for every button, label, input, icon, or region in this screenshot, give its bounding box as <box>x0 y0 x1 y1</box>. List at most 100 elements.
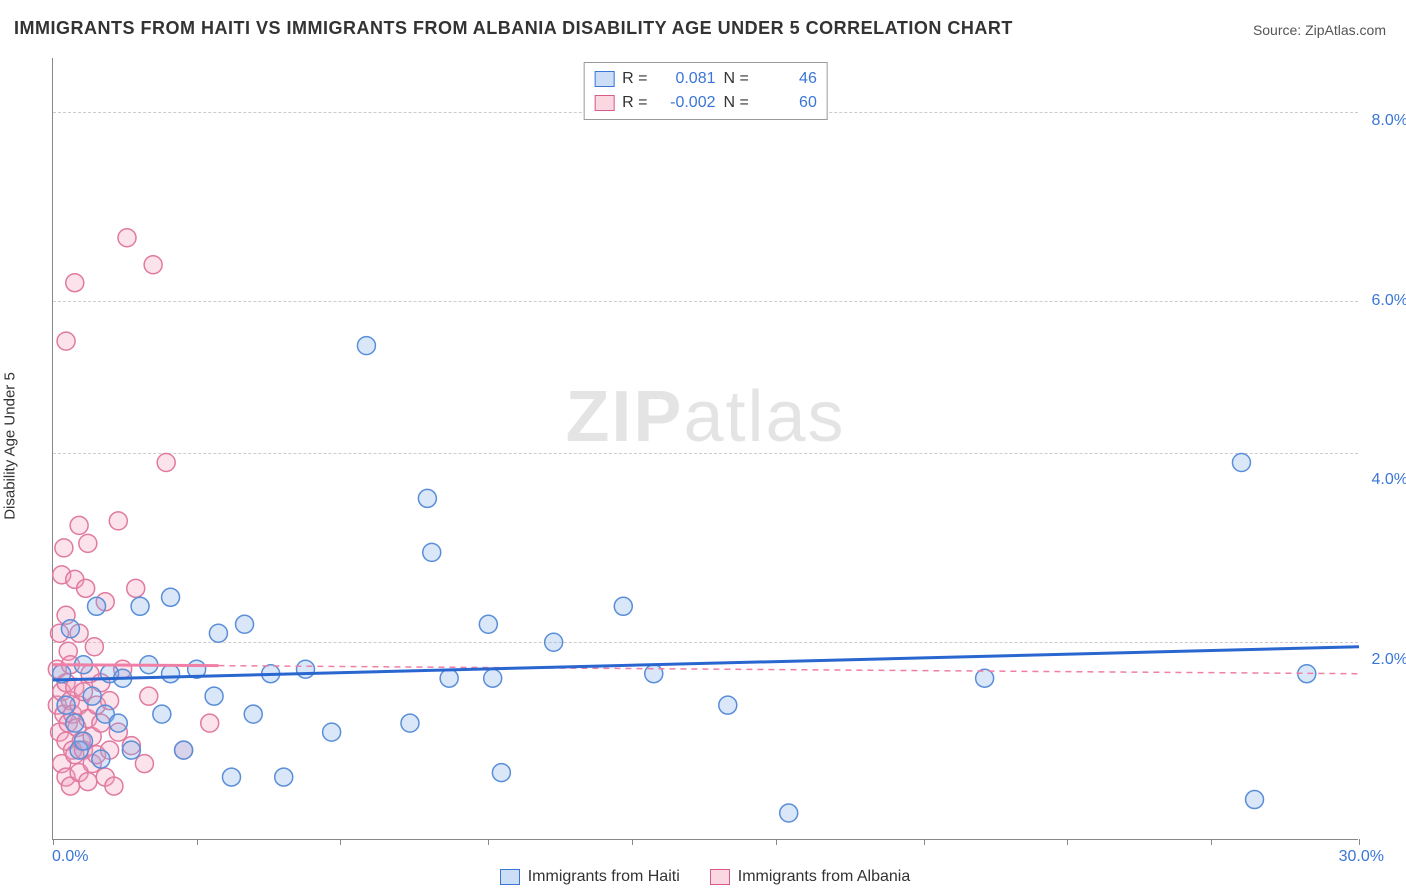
x-tick-mark <box>53 839 54 845</box>
source-value: ZipAtlas.com <box>1305 22 1386 38</box>
data-point <box>127 579 145 597</box>
legend-series: Immigrants from Haiti Immigrants from Al… <box>52 868 1358 886</box>
data-point <box>79 534 97 552</box>
data-point <box>205 687 223 705</box>
data-point <box>296 660 314 678</box>
data-point <box>118 229 136 247</box>
data-point <box>484 669 502 687</box>
data-point <box>83 687 101 705</box>
data-point <box>144 256 162 274</box>
chart-svg <box>53 58 1358 839</box>
data-point <box>66 274 84 292</box>
data-point <box>418 489 436 507</box>
data-point <box>79 773 97 791</box>
r-value-haiti: 0.081 <box>656 67 716 91</box>
data-point <box>236 615 254 633</box>
data-point <box>614 597 632 615</box>
data-point <box>780 804 798 822</box>
data-point <box>209 624 227 642</box>
x-axis-max: 30.0% <box>1339 848 1384 866</box>
data-point <box>57 332 75 350</box>
data-point <box>135 755 153 773</box>
data-point <box>645 665 663 683</box>
data-point <box>162 588 180 606</box>
data-point <box>479 615 497 633</box>
trend-line <box>53 665 218 666</box>
x-tick-mark <box>197 839 198 845</box>
data-point <box>423 543 441 561</box>
x-tick-mark <box>488 839 489 845</box>
data-point <box>140 687 158 705</box>
trend-line <box>53 647 1359 680</box>
data-point <box>222 768 240 786</box>
data-point <box>492 764 510 782</box>
data-point <box>201 714 219 732</box>
data-point <box>157 453 175 471</box>
legend-correlation: R = 0.081 N = 46 R = -0.002 N = 60 <box>583 62 828 120</box>
legend-label-albania: Immigrants from Albania <box>738 868 911 886</box>
data-point <box>244 705 262 723</box>
r-label: R = <box>622 91 647 115</box>
x-tick-mark <box>776 839 777 845</box>
data-point <box>74 732 92 750</box>
swatch-blue-icon <box>500 869 520 885</box>
data-point <box>92 750 110 768</box>
x-axis-min: 0.0% <box>52 848 88 866</box>
x-tick-mark <box>1359 839 1360 845</box>
legend-label-haiti: Immigrants from Haiti <box>528 868 680 886</box>
n-label: N = <box>724 91 749 115</box>
data-point <box>77 579 95 597</box>
data-point <box>109 512 127 530</box>
data-point <box>105 777 123 795</box>
data-point <box>57 696 75 714</box>
y-tick-label: 4.0% <box>1362 471 1406 489</box>
legend-item-albania: Immigrants from Albania <box>710 868 911 886</box>
r-value-albania: -0.002 <box>656 91 716 115</box>
x-tick-mark <box>632 839 633 845</box>
y-tick-label: 2.0% <box>1362 651 1406 669</box>
plot-area: ZIPatlas R = 0.081 N = 46 R = -0.002 N =… <box>52 58 1358 840</box>
data-point <box>323 723 341 741</box>
data-point <box>275 768 293 786</box>
data-point <box>440 669 458 687</box>
data-point <box>109 714 127 732</box>
data-point <box>401 714 419 732</box>
y-tick-label: 6.0% <box>1362 292 1406 310</box>
n-label: N = <box>724 67 749 91</box>
legend-item-haiti: Immigrants from Haiti <box>500 868 680 886</box>
source-label: Source: <box>1253 22 1305 38</box>
data-point <box>162 665 180 683</box>
legend-row-haiti: R = 0.081 N = 46 <box>594 67 817 91</box>
data-point <box>719 696 737 714</box>
data-point <box>153 705 171 723</box>
data-point <box>70 516 88 534</box>
data-point <box>55 539 73 557</box>
chart-title: IMMIGRANTS FROM HAITI VS IMMIGRANTS FROM… <box>14 18 1013 39</box>
x-tick-mark <box>340 839 341 845</box>
y-axis-label: Disability Age Under 5 <box>2 372 19 520</box>
n-value-haiti: 46 <box>757 67 817 91</box>
y-tick-label: 8.0% <box>1362 112 1406 130</box>
data-point <box>61 620 79 638</box>
swatch-pink-icon <box>710 869 730 885</box>
data-point <box>1232 453 1250 471</box>
data-point <box>85 638 103 656</box>
r-label: R = <box>622 67 647 91</box>
data-point <box>976 669 994 687</box>
swatch-pink-icon <box>594 95 614 111</box>
legend-row-albania: R = -0.002 N = 60 <box>594 91 817 115</box>
data-point <box>66 714 84 732</box>
data-point <box>122 741 140 759</box>
source-attribution: Source: ZipAtlas.com <box>1253 22 1386 38</box>
data-point <box>1246 791 1264 809</box>
data-point <box>545 633 563 651</box>
data-point <box>131 597 149 615</box>
x-tick-mark <box>1211 839 1212 845</box>
x-tick-mark <box>1067 839 1068 845</box>
data-point <box>357 337 375 355</box>
data-point <box>88 597 106 615</box>
n-value-albania: 60 <box>757 91 817 115</box>
swatch-blue-icon <box>594 71 614 87</box>
data-point <box>175 741 193 759</box>
x-tick-mark <box>924 839 925 845</box>
